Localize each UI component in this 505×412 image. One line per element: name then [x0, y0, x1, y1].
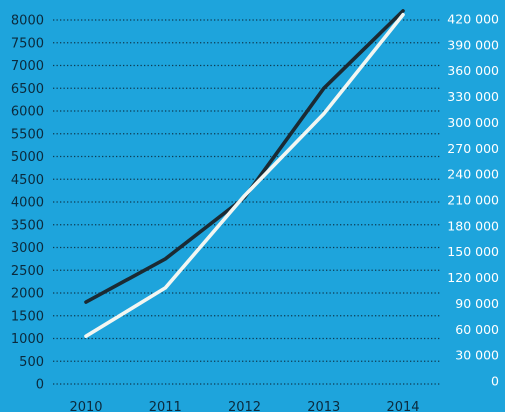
left-tick-label: 7500: [11, 36, 44, 51]
left-tick-label: 6000: [11, 105, 44, 120]
left-tick-label: 0: [36, 378, 44, 393]
gridlines: [53, 19, 440, 385]
left-tick-label: 1000: [11, 332, 44, 347]
series-group: [84, 9, 405, 339]
x-tick-label: 2014: [386, 400, 419, 412]
x-axis: 2010 2011 2012 2013 2014: [69, 400, 419, 412]
right-tick-label: 330 000: [447, 89, 499, 104]
left-tick-label: 3000: [11, 241, 44, 256]
right-tick-label: 0: [491, 374, 499, 389]
left-tick-label: 7000: [11, 59, 44, 74]
left-tick-label: 4500: [11, 173, 44, 188]
left-tick-label: 4000: [11, 196, 44, 211]
right-tick-label: 120 000: [447, 270, 499, 285]
right-tick-label: 210 000: [447, 193, 499, 208]
right-axis: 0 30 000 60 000 90 000 120 000 150 000 180 000…: [447, 12, 499, 389]
right-tick-label: 270 000: [447, 141, 499, 156]
x-tick-label: 2013: [307, 400, 340, 412]
left-tick-label: 5500: [11, 127, 44, 142]
x-tick-label: 2012: [228, 400, 261, 412]
left-tick-label: 2500: [11, 264, 44, 279]
left-axis: 0 500 1000 1500 2000 2500 3000 3500 4000 4500 5000…: [11, 14, 44, 393]
right-tick-label: 360 000: [447, 63, 499, 78]
right-tick-label: 30 000: [455, 348, 499, 363]
series-line-2: [84, 12, 405, 339]
right-tick-label: 390 000: [447, 37, 499, 52]
right-tick-label: 60 000: [455, 322, 499, 337]
left-tick-label: 3500: [11, 218, 44, 233]
left-tick-label: 2000: [11, 287, 44, 302]
right-tick-label: 180 000: [447, 218, 499, 233]
left-tick-label: 5000: [11, 150, 44, 165]
x-tick-label: 2011: [149, 400, 182, 412]
left-tick-label: 500: [19, 355, 44, 370]
left-tick-label: 8000: [11, 14, 44, 29]
right-tick-label: 420 000: [447, 12, 499, 27]
right-tick-label: 150 000: [447, 244, 499, 259]
left-tick-label: 1500: [11, 309, 44, 324]
right-tick-label: 240 000: [447, 167, 499, 182]
right-tick-label: 90 000: [455, 296, 499, 311]
right-tick-label: 300 000: [447, 115, 499, 130]
x-tick-label: 2010: [69, 400, 102, 412]
left-tick-label: 6500: [11, 82, 44, 97]
